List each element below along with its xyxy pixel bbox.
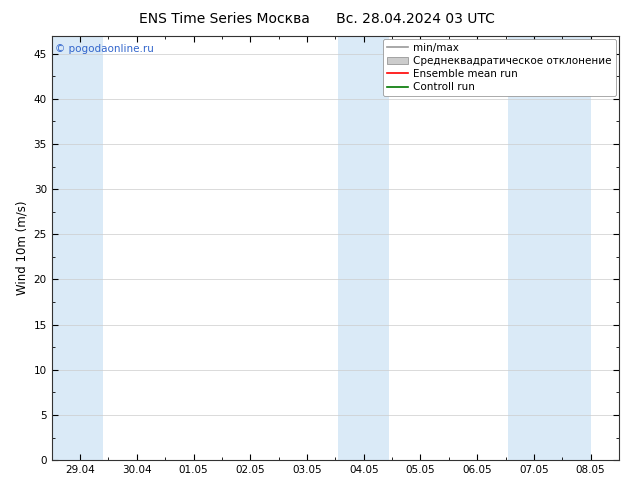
Bar <box>338 36 389 460</box>
Legend: min/max, Среднеквадратическое отклонение, Ensemble mean run, Controll run: min/max, Среднеквадратическое отклонение… <box>383 39 616 97</box>
Y-axis label: Wind 10m (m/s): Wind 10m (m/s) <box>15 200 28 295</box>
Text: ENS Time Series Москва      Вс. 28.04.2024 03 UTC: ENS Time Series Москва Вс. 28.04.2024 03… <box>139 12 495 26</box>
Text: © pogodaonline.ru: © pogodaonline.ru <box>55 44 153 54</box>
Bar <box>508 36 591 460</box>
Bar <box>51 36 103 460</box>
